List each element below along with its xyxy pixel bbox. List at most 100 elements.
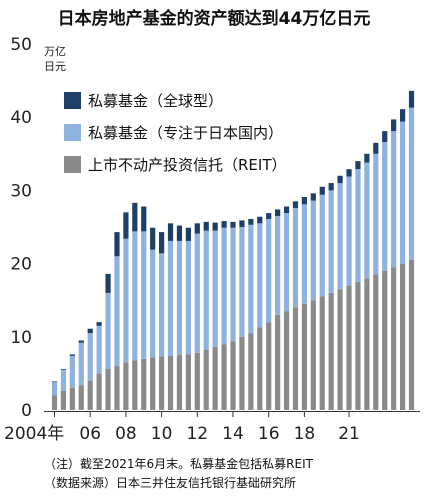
bar-segment xyxy=(96,373,102,410)
bar-segment xyxy=(141,358,147,410)
bar-segment xyxy=(87,380,93,410)
legend-swatch xyxy=(64,92,81,109)
bar-segment xyxy=(78,340,84,343)
bar-segment xyxy=(319,296,325,410)
bar-segment xyxy=(69,388,75,410)
bar-segment xyxy=(230,227,236,342)
y-tick-label: 10 xyxy=(10,328,32,348)
bar-segment xyxy=(408,107,415,260)
bar-segment xyxy=(51,382,58,396)
bar-segment xyxy=(105,369,111,410)
bar-segment xyxy=(60,390,67,410)
bar-segment xyxy=(141,231,147,359)
bar-segment xyxy=(310,200,316,301)
bar-segment xyxy=(239,227,245,337)
bar-segment xyxy=(310,193,316,201)
bar-group xyxy=(51,90,415,410)
bar-segment xyxy=(194,352,200,410)
bar-segment xyxy=(283,206,290,214)
bar-segment xyxy=(283,311,290,410)
bar-segment xyxy=(373,274,379,410)
bar-segment xyxy=(96,325,102,374)
bar-segment xyxy=(230,341,236,410)
bar-segment xyxy=(123,238,129,363)
bar-segment xyxy=(283,213,290,312)
bar-segment xyxy=(194,233,200,353)
bar-segment xyxy=(301,204,307,304)
bar-segment xyxy=(391,131,397,268)
x-tick-label: 2004年 xyxy=(4,424,64,444)
bar-segment xyxy=(185,240,191,355)
x-axis: 2004年 06 08 10 12 14 16 18 21 xyxy=(4,411,360,444)
bar-segment xyxy=(328,292,334,410)
bar-segment xyxy=(373,153,379,275)
x-tick-label: 18 xyxy=(294,424,316,444)
bar-segment xyxy=(159,232,165,254)
bar-segment xyxy=(150,357,156,410)
bar-segment xyxy=(176,355,183,410)
bar-segment xyxy=(159,356,165,410)
bar-segment xyxy=(248,224,254,334)
bar-segment xyxy=(176,240,183,356)
x-tick-label: 06 xyxy=(79,424,101,444)
bar-segment xyxy=(364,162,370,279)
bar-segment xyxy=(185,354,191,410)
bar-segment xyxy=(391,119,397,132)
legend: 私募基金（全球型） 私募基金（专注于日本国内） 上市不动产投资信托（REIT） xyxy=(64,92,287,174)
bar-segment xyxy=(69,355,75,389)
note-line-1: （注）截至2021年6月末。私募基金包括私募REIT xyxy=(44,456,314,471)
y-tick-label: 0 xyxy=(21,401,32,421)
bar-segment xyxy=(301,196,307,205)
bar-segment xyxy=(382,270,388,410)
bar-segment xyxy=(248,333,254,410)
y-tick-label: 20 xyxy=(10,255,32,275)
bar-segment xyxy=(275,209,281,217)
bar-segment xyxy=(96,322,102,326)
bar-segment xyxy=(364,278,370,410)
bar-segment xyxy=(266,213,272,219)
bar-segment xyxy=(150,227,156,250)
bar-segment xyxy=(114,366,120,410)
bar-segment xyxy=(382,142,388,271)
y-tick-label: 50 xyxy=(10,35,32,55)
bar-segment xyxy=(257,327,263,410)
bar-segment xyxy=(78,342,84,386)
bar-segment xyxy=(310,300,316,410)
bar-segment xyxy=(355,281,361,410)
bar-segment xyxy=(150,249,156,358)
bar-segment xyxy=(266,322,272,410)
bar-segment xyxy=(399,121,406,264)
bar-segment xyxy=(328,183,334,191)
x-tick-label: 16 xyxy=(258,424,280,444)
y-axis: 0 10 20 30 40 50 xyxy=(10,35,32,421)
bar-segment xyxy=(292,207,299,308)
bar-segment xyxy=(212,347,218,410)
bar-segment xyxy=(167,240,174,356)
bar-segment xyxy=(203,230,209,350)
bar-segment xyxy=(221,221,227,228)
bar-segment xyxy=(114,232,120,257)
bar-segment xyxy=(185,227,191,241)
bar-segment xyxy=(301,303,307,410)
x-tick-label: 10 xyxy=(151,424,173,444)
bar-segment xyxy=(212,230,218,348)
bar-segment xyxy=(337,183,343,290)
bar-segment xyxy=(239,220,245,227)
bar-segment xyxy=(123,212,129,239)
bar-segment xyxy=(51,381,58,383)
bar-segment xyxy=(355,161,361,170)
bar-segment xyxy=(87,333,93,381)
bar-segment xyxy=(346,169,352,177)
bar-segment xyxy=(399,109,406,122)
bar-segment xyxy=(60,369,67,391)
bar-segment xyxy=(292,307,299,410)
legend-swatch xyxy=(64,124,81,141)
legend-label: 私募基金（全球型） xyxy=(88,92,223,110)
bar-segment xyxy=(292,201,299,208)
bar-segment xyxy=(132,202,138,232)
x-tick-label: 12 xyxy=(186,424,208,444)
bar-segment xyxy=(60,369,67,370)
bar-segment xyxy=(132,360,138,410)
bar-segment xyxy=(257,223,263,328)
bar-segment xyxy=(212,222,218,231)
